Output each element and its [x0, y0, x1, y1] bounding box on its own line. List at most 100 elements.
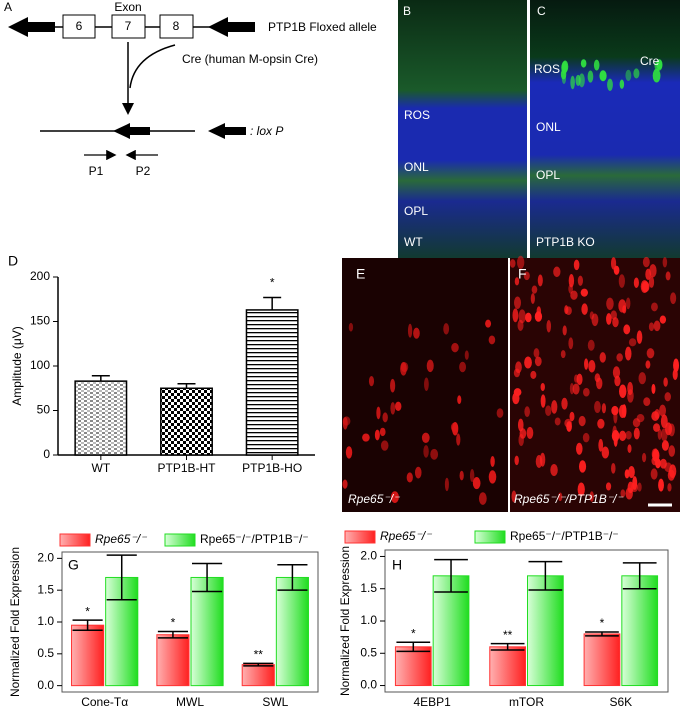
legend-label: Rpe65⁻/⁻/PTP1B⁻/⁻: [200, 532, 309, 546]
cell: [667, 483, 672, 492]
micrograph: [510, 258, 680, 512]
cell: [426, 359, 434, 373]
cell: [342, 479, 348, 489]
bar: [190, 576, 224, 687]
y-tick-label: 1.5: [360, 581, 377, 595]
cell: [625, 297, 631, 310]
cell: [601, 446, 610, 459]
legend-swatch: [344, 530, 376, 544]
cell: [651, 411, 660, 421]
cell: [625, 430, 632, 440]
significance: *: [171, 616, 176, 630]
cell: [605, 482, 612, 491]
cell: [456, 433, 461, 446]
cell: [620, 489, 626, 498]
cell: [531, 285, 538, 294]
cell: [550, 464, 558, 477]
cell: [573, 374, 579, 383]
cell: [633, 68, 640, 79]
cell: [627, 389, 634, 403]
cell: [565, 306, 572, 315]
cell: [478, 492, 487, 505]
cell: [649, 264, 657, 278]
bar: [432, 575, 470, 687]
cell: [575, 442, 583, 455]
bar: [156, 634, 190, 687]
cell: [659, 458, 667, 469]
cell: [424, 377, 429, 392]
cell: [628, 338, 637, 347]
cell: [599, 70, 607, 82]
cell: [611, 462, 616, 474]
panel-letter: D: [8, 253, 18, 269]
cell: [514, 296, 522, 310]
genotype-label: Rpe65⁻/⁻: [348, 492, 401, 506]
x-tick-label: WT: [92, 461, 111, 475]
exon-number: 6: [76, 19, 83, 33]
cell: [517, 418, 524, 432]
cell: [413, 327, 420, 339]
cell: [652, 68, 661, 83]
cell: [390, 378, 396, 393]
cell: [610, 257, 617, 270]
cell: [581, 303, 588, 315]
cell: [588, 360, 596, 373]
cell: [523, 271, 530, 281]
significance: **: [254, 648, 264, 662]
cell: [661, 440, 669, 451]
cell: [472, 477, 481, 490]
cell: [636, 330, 643, 344]
y-tick-label: 0.0: [37, 678, 54, 692]
cell: [578, 460, 587, 473]
cell: [625, 69, 632, 82]
cell: [525, 312, 532, 323]
panel-letter: C: [537, 4, 546, 18]
y-tick-label: 0: [43, 447, 50, 461]
cell: [614, 375, 621, 387]
cell: [662, 257, 668, 268]
cell: [612, 425, 617, 439]
cell: [651, 302, 658, 312]
panel-letter: H: [392, 557, 402, 573]
cell: [619, 384, 627, 399]
panel-f: F Rpe65⁻/⁻/PTP1B⁻/⁻: [509, 255, 680, 512]
cell: [580, 59, 587, 68]
cell: [513, 388, 522, 397]
cell: [390, 491, 399, 503]
cell: [443, 323, 450, 335]
x-tick-label: mTOR: [509, 695, 544, 709]
cell: [646, 348, 655, 359]
cell: [659, 404, 666, 417]
cell: [638, 372, 646, 385]
cell: [594, 400, 601, 413]
layer-label: ONL: [536, 120, 561, 134]
panel-letter: A: [4, 0, 12, 14]
cell: [568, 337, 574, 350]
cell: [488, 335, 496, 345]
micrograph: [530, 0, 680, 258]
cell: [657, 428, 662, 440]
cell: [584, 358, 589, 370]
cell: [568, 284, 574, 294]
genotype-label: WT: [404, 235, 423, 249]
cell: [632, 476, 638, 490]
y-tick-label: 1.5: [37, 582, 54, 596]
cell: [622, 305, 627, 314]
cell: [618, 430, 627, 442]
bar: [394, 646, 432, 687]
cell: [362, 433, 370, 442]
cell: [342, 416, 351, 426]
cell: [554, 417, 561, 426]
bar: [74, 380, 128, 456]
loxp-arrow: [208, 17, 255, 37]
cell: [643, 397, 651, 406]
bar: [275, 576, 309, 687]
cell: [606, 297, 614, 310]
cell: [560, 69, 567, 80]
genotype-label: Rpe65⁻/⁻/PTP1B⁻/⁻: [514, 492, 624, 506]
cell: [534, 311, 543, 322]
cell: [573, 259, 580, 271]
y-tick-label: 2.0: [360, 549, 377, 563]
bar: [527, 575, 564, 687]
